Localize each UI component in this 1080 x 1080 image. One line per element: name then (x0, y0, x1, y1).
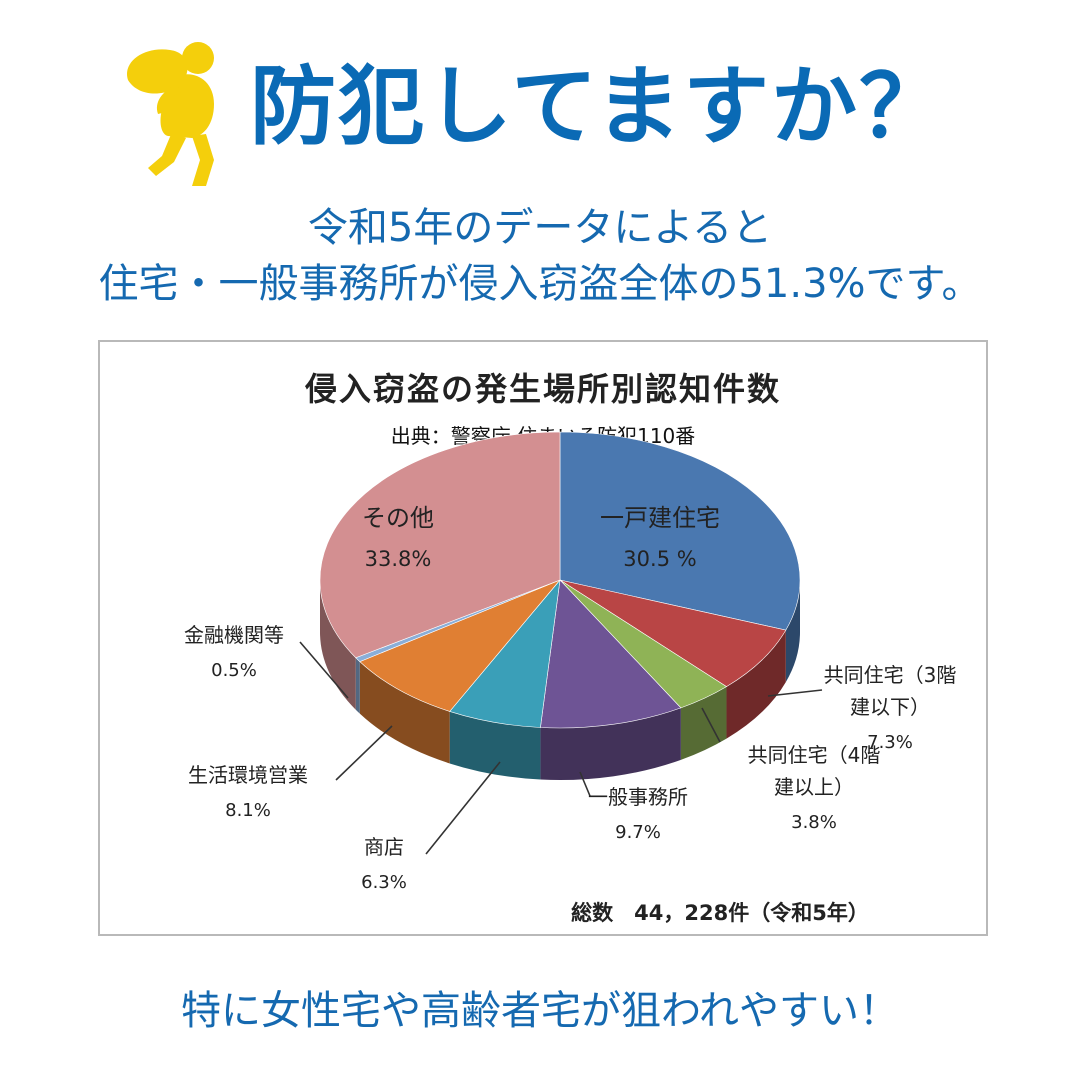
pie-slice-7 (319, 431, 561, 659)
pie-label-7: その他 33.8% (362, 504, 434, 571)
pie-label-name-1-1: 建以下） (850, 695, 930, 719)
pie-label-name-7: その他 (362, 504, 434, 532)
pie-label-value-1: 7.3% (867, 732, 913, 753)
pie-leader-1 (767, 689, 823, 697)
header: 防犯してますか？ (0, 0, 1080, 190)
pie-slice-3 (540, 579, 682, 729)
pie-label-6: 金融機関等 0.5% (184, 623, 349, 699)
pie-label-name-3-0: 一般事務所 (588, 785, 688, 809)
chart-total: 総数 44，228件（令和5年） (571, 901, 869, 925)
pie-label-4: 商店 6.3% (361, 761, 501, 893)
pie-slice-1 (559, 579, 787, 687)
pie-label-0: 一戸建住宅 30.5 % (600, 504, 720, 571)
pie-leader-4 (425, 761, 501, 855)
pie-side-6 (355, 657, 360, 714)
pie-label-name-2-1: 建以上） (774, 775, 854, 799)
pie-side-4 (449, 711, 541, 780)
pie-label-value-4: 6.3% (361, 872, 407, 893)
pie-label-value-6: 0.5% (211, 660, 257, 681)
intro-line-1: 令和5年のデータによると (307, 205, 773, 251)
chart-frame: 侵入窃盗の発生場所別認知件数 出典：警察庁 住まいる防犯110番 一戸建住宅30… (98, 340, 988, 936)
pie-label-name-2-0: 共同住宅（4階 (748, 743, 881, 767)
pie-label-3: 一般事務所 9.7% (579, 771, 688, 843)
pie-slice-0 (559, 431, 801, 631)
chart-title: 侵入窃盗の発生場所別認知件数 (304, 370, 781, 408)
pie-label-5: 生活環境営業 8.1% (188, 725, 393, 821)
pie-label-value-0: 30.5 % (623, 547, 696, 571)
pie-label-name-1-0: 共同住宅（3階 (824, 663, 957, 687)
pie-label-value-2: 3.8% (791, 812, 837, 833)
pie-side-1 (726, 630, 786, 739)
pie-label-name-5-0: 生活環境営業 (188, 763, 308, 787)
pie-label-name-4-0: 商店 (364, 835, 404, 859)
pie-label-value-3: 9.7% (615, 822, 661, 843)
pie-leader-3 (579, 771, 591, 797)
pie-side-3 (540, 707, 681, 780)
pie-label-value-7: 33.8% (365, 547, 432, 571)
footer-text: 特に女性宅や高齢者宅が狙われやすい！ (181, 988, 899, 1034)
pie-label-name-6-0: 金融機関等 (184, 623, 284, 647)
pie-side-5 (359, 661, 450, 764)
pie-label-value-5: 8.1% (225, 800, 271, 821)
pie-side-7 (320, 580, 356, 710)
pie-side-2 (680, 686, 727, 760)
pie-label-name-0: 一戸建住宅 (600, 504, 720, 532)
pie-leader-5 (335, 725, 393, 781)
pie-leader-2 (701, 707, 721, 743)
pie-leader-6 (299, 641, 349, 699)
burglar-icon (127, 42, 214, 186)
intro-text: 令和5年のデータによると 住宅・一般事務所が侵入窃盗全体の51.3%です。 (0, 200, 1080, 312)
page-title: 防犯してますか？ (250, 57, 948, 157)
pie-slice-5 (359, 579, 561, 712)
intro-line-2: 住宅・一般事務所が侵入窃盗全体の51.3%です。 (98, 261, 982, 307)
